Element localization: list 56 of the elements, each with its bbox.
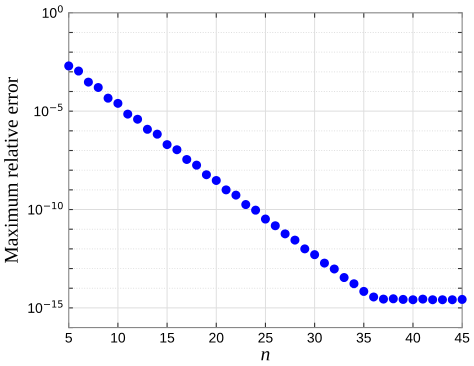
point (388, 294, 398, 304)
point (280, 229, 290, 238)
point (369, 292, 378, 302)
point (152, 130, 162, 139)
point (74, 66, 84, 76)
x-tick-label: 45 (454, 332, 470, 343)
point (142, 124, 152, 134)
point (133, 114, 142, 124)
x-tick-label: 10 (111, 332, 126, 343)
point (270, 221, 280, 230)
point (113, 98, 122, 108)
point (182, 154, 192, 164)
point (222, 185, 231, 194)
point (408, 295, 418, 304)
point (458, 294, 467, 304)
point (359, 286, 368, 296)
point (398, 294, 408, 304)
point (418, 294, 428, 304)
point (448, 295, 457, 304)
point (290, 236, 300, 245)
point (330, 264, 339, 274)
y-tick-label: 10$^{−15}$ (28, 300, 63, 313)
x-tick-label: 30 (307, 332, 322, 343)
x-axis-title: n (261, 351, 270, 360)
point (320, 258, 329, 268)
point (260, 214, 270, 224)
point (172, 145, 182, 154)
x-tick-label: 35 (356, 332, 371, 343)
y-tick-label: 10$^{−5}$ (34, 104, 63, 116)
point (84, 78, 93, 87)
point (378, 294, 388, 304)
point (340, 273, 349, 282)
x-tick-label: 5 (65, 332, 72, 343)
point (310, 250, 320, 260)
point (231, 190, 240, 200)
point (123, 110, 132, 119)
point (64, 61, 74, 70)
point (104, 94, 113, 103)
point (162, 140, 172, 150)
point (349, 279, 358, 288)
x-tick-label: 20 (209, 332, 224, 343)
point (241, 200, 250, 210)
point (212, 176, 221, 185)
y-tick-label: 10$^{0}$ (42, 5, 63, 18)
point (94, 82, 103, 92)
point (202, 170, 211, 180)
y-axis-title: Maximum relative error (4, 76, 18, 264)
point (192, 160, 202, 170)
point (438, 295, 447, 304)
point (428, 295, 438, 304)
point (300, 244, 310, 254)
x-tick-label: 15 (160, 332, 174, 343)
point (251, 206, 260, 215)
x-tick-label: 25 (258, 332, 273, 343)
x-tick-label: 40 (406, 332, 420, 343)
y-tick-label: 10$^{−10}$ (28, 202, 63, 215)
